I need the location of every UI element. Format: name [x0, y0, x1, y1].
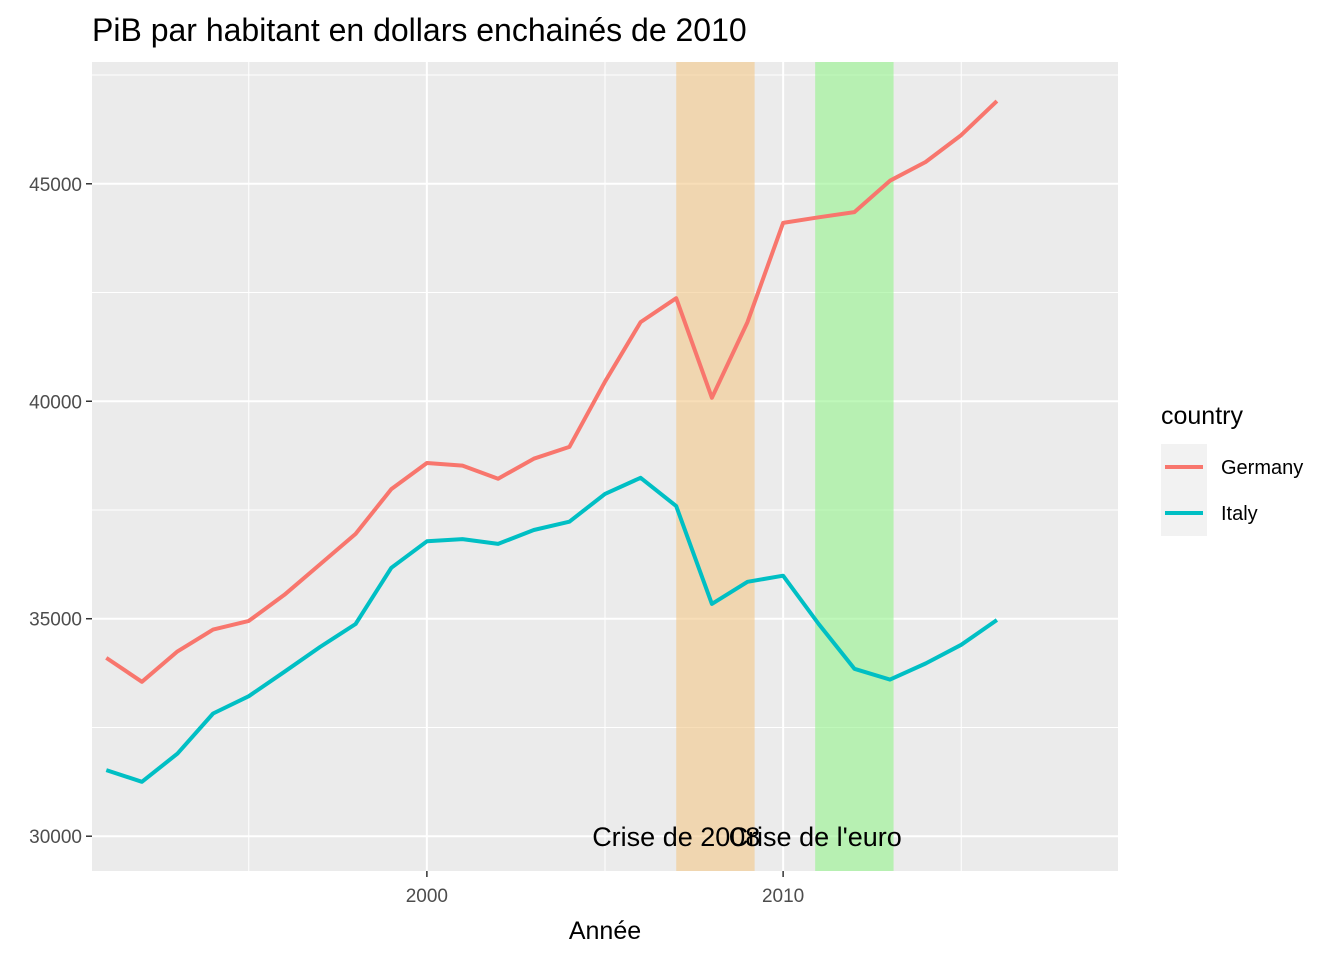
x-tick-label: 2010 — [762, 886, 804, 907]
series-line-italy — [105, 475, 999, 784]
chart-title: PiB par habitant en dollars enchainés de… — [92, 12, 747, 48]
minor-gridlines — [92, 62, 1118, 871]
y-tick-label: 30000 — [29, 827, 82, 848]
series-line-germany — [105, 99, 999, 684]
highlight-bands — [676, 62, 894, 871]
x-axis-title: Année — [569, 917, 641, 945]
x-tick-label: 2000 — [406, 886, 448, 907]
legend-title: country — [1161, 402, 1243, 430]
legend: country Germany Italy — [1161, 402, 1303, 536]
y-tick-label: 35000 — [29, 610, 82, 631]
legend-label-germany: Germany — [1221, 457, 1303, 479]
highlight-band-1 — [676, 62, 755, 871]
series-lines — [105, 99, 999, 784]
major-gridlines — [92, 62, 1118, 871]
legend-label-italy: Italy — [1221, 503, 1258, 525]
highlight-band-2 — [815, 62, 894, 871]
band-label-2: Crise de l'euro — [729, 822, 902, 852]
band-label-1: Crise de 2008 — [592, 822, 760, 852]
x-axis: 2000 2010 — [406, 871, 804, 907]
y-axis: 30000 35000 40000 45000 — [29, 175, 92, 848]
y-tick-label: 45000 — [29, 175, 82, 196]
y-tick-label: 40000 — [29, 392, 82, 413]
